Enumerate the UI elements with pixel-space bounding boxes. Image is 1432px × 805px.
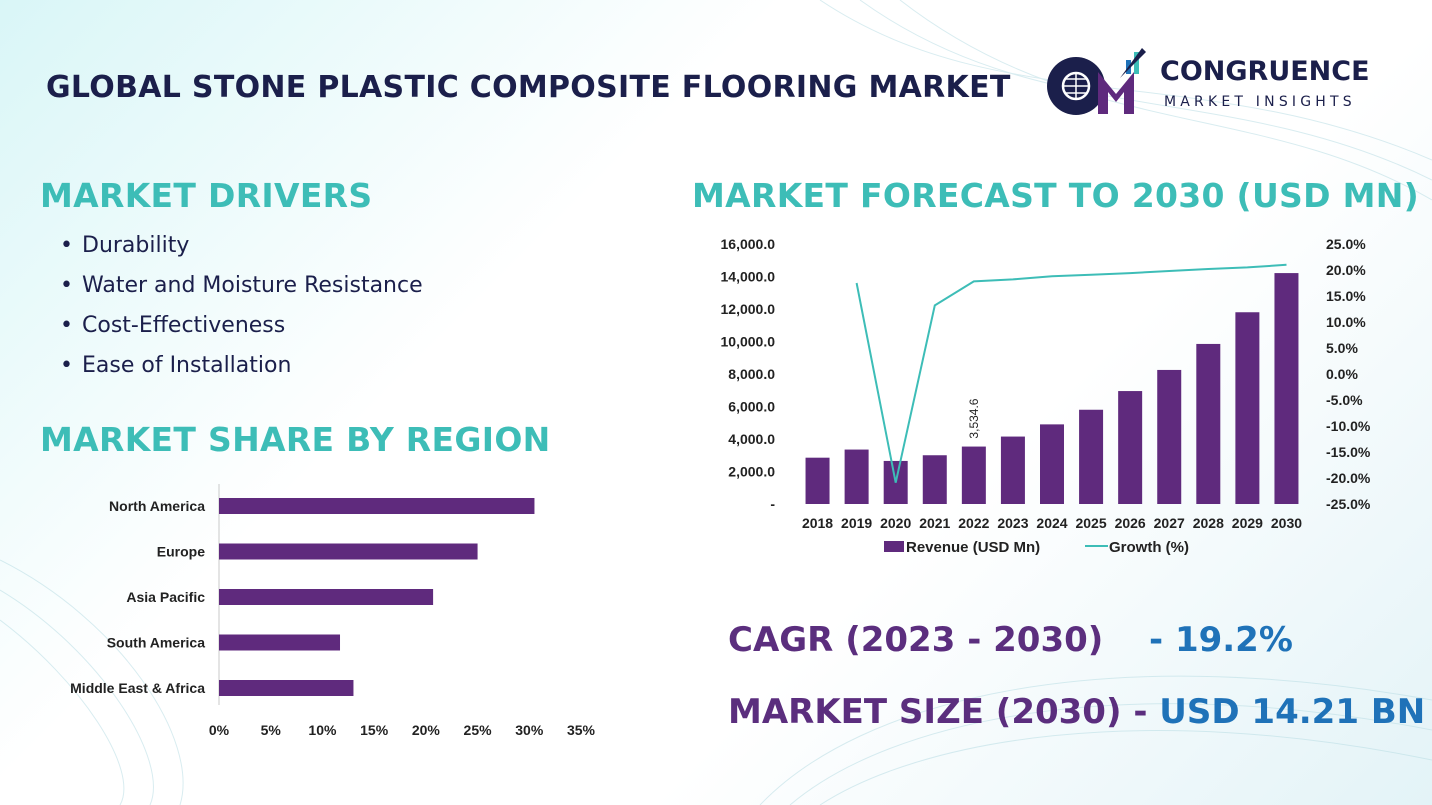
market-size-stat: MARKET SIZE (2030) - USD 14.21 BN	[728, 692, 1425, 732]
cagr-value: - 19.2%	[1149, 620, 1293, 660]
cagr-label: CAGR (2023 - 2030)	[728, 620, 1104, 660]
revenue-bar	[844, 449, 869, 504]
forecast-right-tick-label: -15.0%	[1326, 444, 1371, 460]
forecast-right-tick-label: 0.0%	[1326, 366, 1358, 382]
forecast-x-tick-label: 2026	[1115, 515, 1146, 531]
forecast-x-tick-label: 2027	[1154, 515, 1185, 531]
logo-name: CONGRUENCE	[1160, 56, 1370, 87]
page-title: GLOBAL STONE PLASTIC COMPOSITE FLOORING …	[46, 70, 1011, 105]
forecast-left-tick-label: -	[770, 496, 775, 512]
forecast-x-tick-label: 2021	[919, 515, 950, 531]
region-category-label: Europe	[157, 544, 205, 560]
forecast-left-tick-label: 10,000.0	[721, 334, 776, 350]
revenue-bar	[1040, 424, 1064, 504]
logo-mark-icon	[1047, 48, 1146, 115]
revenue-bar	[1118, 391, 1143, 504]
region-bar	[219, 634, 341, 651]
forecast-right-tick-label: 25.0%	[1326, 236, 1366, 252]
revenue-bar	[1079, 409, 1104, 504]
drivers-list: • Durability • Water and Moisture Resistan…	[60, 230, 423, 390]
market-size-label: MARKET SIZE (2030) -	[728, 692, 1160, 732]
forecast-x-tick-label: 2018	[802, 515, 833, 531]
region-bar	[219, 543, 478, 560]
drivers-heading: MARKET DRIVERS	[40, 176, 373, 215]
region-x-tick-label: 5%	[261, 722, 282, 738]
forecast-right-tick-label: 15.0%	[1326, 288, 1366, 304]
region-bar	[219, 498, 535, 514]
list-item: • Cost-Effectiveness	[60, 313, 286, 338]
revenue-data-label: 3,534.6	[967, 398, 981, 438]
list-item: • Ease of Installation	[60, 353, 292, 378]
forecast-right-tick-label: 10.0%	[1326, 314, 1366, 330]
region-category-label: South America	[107, 635, 205, 651]
company-logo: CONGRUENCE MARKET INSIGHTS	[1046, 42, 1406, 122]
region-x-tick-label: 35%	[567, 722, 596, 738]
forecast-x-tick-label: 2023	[997, 515, 1028, 531]
list-item: • Durability	[60, 233, 190, 258]
forecast-left-tick-label: 6,000.0	[728, 399, 775, 415]
forecast-combo-chart: - 2,000.0 4,000.0 6,000.0 8,000.0 10,000.0 12,…	[721, 236, 1371, 556]
forecast-left-tick-label: 4,000.0	[728, 431, 775, 447]
growth-line	[855, 263, 1287, 483]
cagr-stat: CAGR (2023 - 2030) - 19.2%	[728, 620, 1293, 660]
revenue-bar	[1196, 343, 1221, 504]
forecast-x-tick-label: 2019	[841, 515, 872, 531]
forecast-left-tick-label: 16,000.0	[721, 236, 776, 252]
forecast-x-tick-label: 2025	[1075, 515, 1106, 531]
legend-revenue-swatch	[884, 541, 904, 552]
region-x-tick-label: 20%	[412, 722, 441, 738]
region-x-tick-label: 10%	[308, 722, 337, 738]
legend-revenue-label: Revenue (USD Mn)	[906, 539, 1040, 556]
forecast-x-tick-label: 2028	[1193, 515, 1224, 531]
revenue-bar	[805, 457, 830, 504]
forecast-right-tick-label: 5.0%	[1326, 340, 1358, 356]
forecast-left-tick-label: 12,000.0	[721, 301, 776, 317]
revenue-bar	[961, 446, 986, 504]
logo-subtitle: MARKET INSIGHTS	[1164, 94, 1356, 110]
region-category-label: Asia Pacific	[126, 589, 205, 605]
revenue-bar	[1157, 369, 1182, 504]
forecast-left-tick-label: 2,000.0	[728, 464, 775, 480]
region-x-tick-label: 15%	[360, 722, 389, 738]
forecast-right-tick-label: -20.0%	[1326, 470, 1371, 486]
forecast-x-tick-label: 2020	[880, 515, 911, 531]
region-x-tick-label: 0%	[209, 722, 230, 738]
forecast-right-tick-label: -5.0%	[1326, 392, 1363, 408]
region-bar-chart: North America Europe Asia Pacific South Ame…	[70, 484, 596, 738]
forecast-left-tick-label: 8,000.0	[728, 366, 775, 382]
revenue-bar	[1235, 312, 1260, 504]
market-size-value: USD 14.21 BN	[1159, 692, 1426, 732]
revenue-bar	[922, 455, 947, 504]
forecast-x-tick-label: 2022	[958, 515, 989, 531]
region-bar	[219, 589, 434, 605]
forecast-x-tick-label: 2029	[1232, 515, 1263, 531]
list-item: • Water and Moisture Resistance	[60, 273, 423, 298]
region-heading: MARKET SHARE BY REGION	[40, 420, 551, 459]
forecast-x-tick-label: 2024	[1036, 515, 1067, 531]
revenue-bar	[1274, 273, 1299, 504]
region-x-tick-label: 25%	[464, 722, 493, 738]
region-bar	[219, 680, 354, 696]
forecast-heading: MARKET FORECAST TO 2030 (USD MN)	[692, 176, 1420, 215]
forecast-right-tick-label: 20.0%	[1326, 262, 1366, 278]
revenue-bar	[1000, 436, 1025, 504]
region-category-label: Middle East & Africa	[70, 680, 205, 696]
region-category-label: North America	[109, 498, 205, 514]
legend-growth-label: Growth (%)	[1109, 539, 1189, 556]
region-x-tick-label: 30%	[515, 722, 544, 738]
forecast-left-tick-label: 14,000.0	[721, 269, 776, 285]
forecast-right-tick-label: -25.0%	[1326, 496, 1371, 512]
forecast-x-tick-label: 2030	[1271, 515, 1302, 531]
forecast-right-tick-label: -10.0%	[1326, 418, 1371, 434]
